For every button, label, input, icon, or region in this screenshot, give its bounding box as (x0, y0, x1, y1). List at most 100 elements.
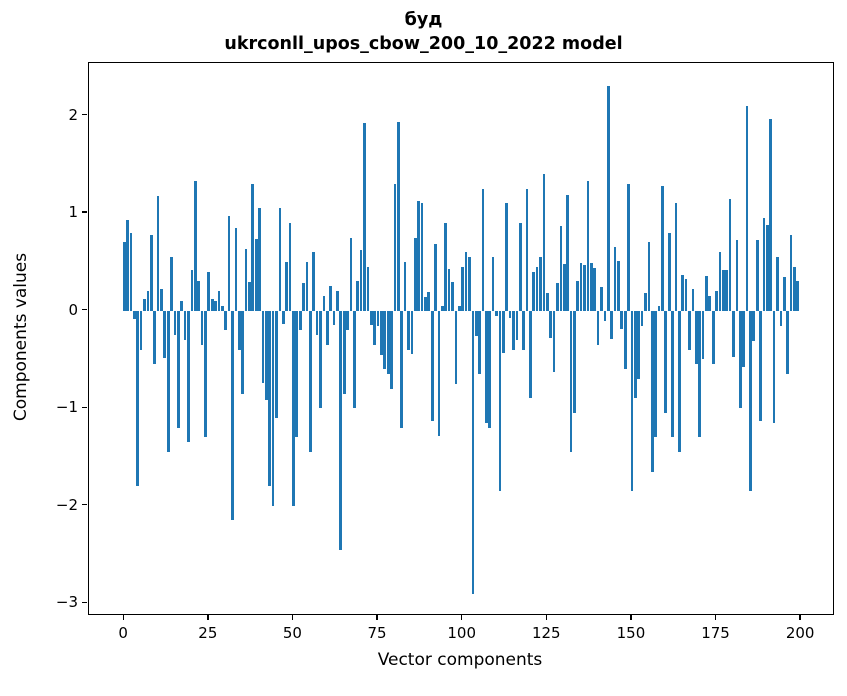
bar (671, 310, 674, 438)
bar (579, 262, 583, 311)
bar (735, 239, 739, 311)
bar (275, 310, 278, 418)
x-tick-label: 175 (701, 624, 730, 642)
bar (197, 281, 200, 311)
bar (258, 208, 261, 311)
bar (755, 239, 759, 311)
y-tick-label: −1 (55, 398, 78, 417)
bar (566, 194, 569, 311)
bar (319, 310, 322, 409)
bar (268, 310, 272, 487)
bar (539, 257, 542, 311)
y-tick-label: 0 (68, 300, 78, 319)
bar (227, 216, 231, 311)
bar (349, 237, 353, 311)
bar (356, 281, 360, 311)
bar (430, 310, 434, 421)
y-tick-mark (82, 406, 87, 408)
bar (694, 310, 698, 365)
bar (759, 310, 762, 421)
bar (248, 282, 251, 311)
bar (363, 123, 366, 311)
bar (552, 310, 556, 373)
bar (779, 310, 783, 327)
bar (474, 310, 478, 337)
bar (190, 269, 194, 311)
bar (295, 310, 299, 438)
bar (603, 310, 607, 322)
bar (380, 310, 383, 355)
bar (403, 261, 407, 311)
bar (241, 310, 244, 394)
bar (705, 275, 708, 311)
bar (762, 218, 766, 311)
bar (217, 291, 221, 311)
bar (627, 183, 630, 311)
bar (562, 263, 566, 311)
bar (444, 222, 448, 311)
bar (650, 310, 654, 472)
bar (471, 310, 475, 594)
bar (122, 242, 126, 311)
bar (177, 310, 180, 428)
bar (288, 222, 292, 311)
x-tick-label: 125 (531, 624, 561, 642)
bar (776, 257, 779, 311)
bar (633, 310, 637, 399)
bar (691, 289, 695, 311)
bar (139, 310, 143, 350)
bar (576, 281, 580, 311)
bar (407, 310, 410, 350)
bar (749, 310, 752, 492)
bar (789, 234, 793, 311)
bar (166, 310, 170, 453)
x-tick-label: 25 (198, 624, 218, 642)
bar (400, 310, 404, 428)
y-tick-label: −2 (55, 495, 78, 514)
bar (251, 183, 255, 311)
bar (441, 305, 444, 311)
bar (742, 310, 745, 368)
bar (596, 310, 600, 345)
bar (765, 224, 769, 311)
bar (698, 310, 701, 438)
bar (221, 305, 224, 311)
bar (481, 188, 485, 311)
bar (640, 310, 644, 327)
bar (501, 310, 505, 353)
bar (525, 188, 529, 311)
bar (187, 310, 190, 443)
bar (285, 261, 289, 311)
x-tick-label: 0 (118, 624, 128, 642)
y-tick-mark (82, 504, 87, 506)
bar (353, 310, 356, 409)
bar (156, 195, 160, 311)
bar (573, 310, 576, 414)
bar (278, 208, 282, 311)
bar (160, 289, 163, 311)
bar (420, 203, 424, 311)
bar (464, 252, 468, 311)
bar (786, 310, 789, 375)
bar (532, 271, 536, 311)
bar (339, 310, 343, 550)
bar (214, 300, 217, 311)
bar (769, 118, 773, 311)
bar (193, 181, 197, 311)
bar (332, 310, 336, 326)
bar (617, 260, 620, 311)
bar (322, 296, 326, 311)
x-tick-mark (207, 615, 209, 620)
bar (461, 266, 465, 311)
bar (413, 237, 417, 311)
bar (359, 250, 363, 311)
bar (325, 310, 329, 345)
bar (728, 198, 732, 311)
bar (204, 310, 207, 438)
bar (556, 283, 559, 311)
bar (701, 310, 705, 360)
bar (644, 293, 647, 311)
bar (298, 310, 302, 331)
bar (369, 310, 373, 326)
